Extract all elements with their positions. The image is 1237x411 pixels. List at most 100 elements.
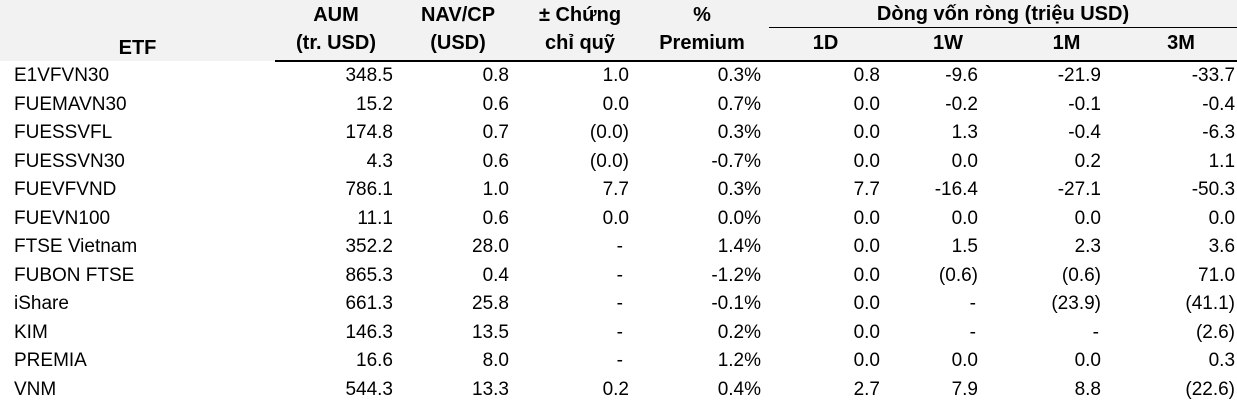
cell-flow-1w: -16.4: [934, 179, 978, 201]
cell-flow-3m: (2.6): [1195, 321, 1236, 343]
cell-flow-1m: -: [1092, 321, 1099, 343]
cell-flow-1w: 1.5: [951, 236, 978, 258]
cell-flow-3m: -6.3: [1202, 122, 1236, 144]
cell-flow-1d: 0.0: [853, 236, 880, 258]
cell-flow-1m: 8.8: [1074, 378, 1101, 400]
cell-premium: 0.2%: [717, 321, 761, 343]
cell-etf-name: FUBON FTSE: [14, 264, 135, 286]
cell-flow-1w: -: [969, 321, 976, 343]
cell-flow-1m: 2.3: [1074, 236, 1101, 258]
header-flow-1w: 1W: [888, 28, 1008, 62]
header-chg-line1: ± Chứng: [519, 0, 641, 28]
cell-premium: -1.2%: [711, 264, 761, 286]
header-flow-1d: 1D: [763, 28, 888, 62]
cell-premium: 1.2%: [717, 350, 761, 372]
cell-flow-1w: 0.0: [951, 150, 978, 172]
cell-chg: -: [616, 236, 623, 258]
cell-nav: 0.7: [482, 122, 509, 144]
cell-flow-1m: -27.1: [1057, 179, 1101, 201]
cell-nav: 0.8: [482, 65, 509, 87]
cell-flow-1w: -0.2: [945, 93, 978, 115]
cell-etf-name: PREMIA: [14, 350, 87, 372]
cell-flow-3m: -33.7: [1191, 65, 1236, 87]
cell-flow-1d: 0.0: [853, 264, 880, 286]
cell-flow-1d: 0.0: [853, 122, 880, 144]
table-row: E1VFVN30 348.5 0.8 1.0 0.3% 0.8 -9.6 -21.9 -33.7: [0, 61, 1237, 91]
table-row: KIM 146.3 13.5 - 0.2% 0.0 - - (2.6): [0, 319, 1237, 348]
cell-nav: 25.8: [472, 293, 509, 315]
cell-flow-1d: 0.0: [853, 150, 880, 172]
cell-aum: 661.3: [345, 293, 393, 315]
header-nav-line2: (USD): [397, 28, 519, 62]
cell-flow-3m: -50.3: [1191, 179, 1236, 201]
cell-flow-3m: 71.0: [1198, 264, 1236, 286]
table-row: FUBON FTSE 865.3 0.4 - -1.2% 0.0 (0.6) (0.6) 71.…: [0, 262, 1237, 291]
cell-premium: 0.3%: [717, 65, 761, 87]
cell-flow-3m: (22.6): [1185, 378, 1236, 400]
cell-flow-1m: -0.4: [1068, 122, 1101, 144]
table-row: FUEVN100 11.1 0.6 0.0 0.0% 0.0 0.0 0.0 0.0: [0, 205, 1237, 234]
cell-etf-name: KIM: [14, 321, 48, 343]
cell-aum: 16.6: [356, 350, 393, 372]
cell-etf-name: FUESSVN30: [14, 150, 125, 172]
table-row: FUESSVN30 4.3 0.6 (0.0) -0.7% 0.0 0.0 0.2 1.1: [0, 148, 1237, 177]
cell-flow-3m: 0.0: [1208, 207, 1236, 229]
cell-flow-3m: 3.6: [1208, 236, 1236, 258]
cell-etf-name: FUEVN100: [14, 207, 111, 229]
cell-premium: 0.7%: [717, 93, 761, 115]
cell-etf-name: FUEVFVND: [14, 179, 117, 201]
cell-premium: -0.1%: [711, 293, 761, 315]
cell-flow-1m: 0.2: [1074, 150, 1101, 172]
cell-flow-1m: (23.9): [1051, 293, 1101, 315]
cell-chg: 0.2: [602, 378, 629, 400]
cell-nav: 8.0: [482, 350, 509, 372]
cell-etf-name: VNM: [14, 378, 57, 400]
cell-aum: 865.3: [345, 264, 393, 286]
table-row: FUEVFVND 786.1 1.0 7.7 0.3% 7.7 -16.4 -27.1 -50.…: [0, 176, 1237, 205]
cell-flow-1w: -9.6: [945, 65, 978, 87]
cell-chg: -: [616, 264, 623, 286]
cell-premium: 0.0%: [717, 207, 761, 229]
cell-flow-1w: 0.0: [951, 207, 978, 229]
header-prem-line1: %: [641, 0, 763, 28]
header-chg-line2: chỉ quỹ: [519, 28, 641, 62]
cell-premium: 0.3%: [717, 179, 761, 201]
cell-flow-1d: 0.0: [853, 93, 880, 115]
cell-flow-1d: 0.0: [853, 207, 880, 229]
cell-flow-1m: 0.0: [1074, 350, 1101, 372]
table-row: FUEMAVN30 15.2 0.6 0.0 0.7% 0.0 -0.2 -0.1 -0.4: [0, 91, 1237, 120]
cell-chg: -: [616, 321, 623, 343]
table-header: ETF AUM NAV/CP ± Chứng % Dòng vốn ròng (…: [0, 0, 1237, 62]
cell-aum: 174.8: [345, 122, 393, 144]
cell-flow-1w: 7.9: [951, 378, 978, 400]
cell-nav: 0.6: [482, 150, 509, 172]
cell-etf-name: FUESSVFL: [14, 122, 113, 144]
cell-aum: 15.2: [356, 93, 393, 115]
table-row: FUESSVFL 174.8 0.7 (0.0) 0.3% 0.0 1.3 -0.4 -6.3: [0, 119, 1237, 148]
table-row: iShare 661.3 25.8 - -0.1% 0.0 - (23.9) (41.1): [0, 290, 1237, 319]
cell-premium: -0.7%: [711, 150, 761, 172]
cell-flow-1d: 0.0: [853, 321, 880, 343]
table-body: E1VFVN30 348.5 0.8 1.0 0.3% 0.8 -9.6 -21.9 -33.7…: [0, 61, 1237, 404]
cell-aum: 146.3: [345, 321, 393, 343]
cell-nav: 13.5: [472, 321, 509, 343]
cell-flow-1d: 2.7: [853, 378, 880, 400]
cell-flow-1m: 0.0: [1074, 207, 1101, 229]
cell-chg: 0.0: [602, 93, 629, 115]
cell-premium: 1.4%: [717, 236, 761, 258]
cell-chg: (0.0): [589, 150, 629, 172]
cell-aum: 11.1: [357, 207, 393, 229]
cell-flow-1d: 7.7: [853, 179, 880, 201]
cell-chg: -: [616, 350, 623, 372]
cell-flow-3m: 1.1: [1208, 150, 1236, 172]
cell-aum: 348.5: [345, 65, 393, 87]
cell-aum: 352.2: [345, 236, 393, 258]
cell-aum: 4.3: [366, 150, 393, 172]
cell-flow-1w: -: [969, 293, 976, 315]
cell-etf-name: iShare: [14, 293, 69, 315]
cell-chg: 0.0: [602, 207, 629, 229]
cell-flow-1w: 0.0: [951, 350, 978, 372]
cell-chg: 1.0: [602, 65, 629, 87]
